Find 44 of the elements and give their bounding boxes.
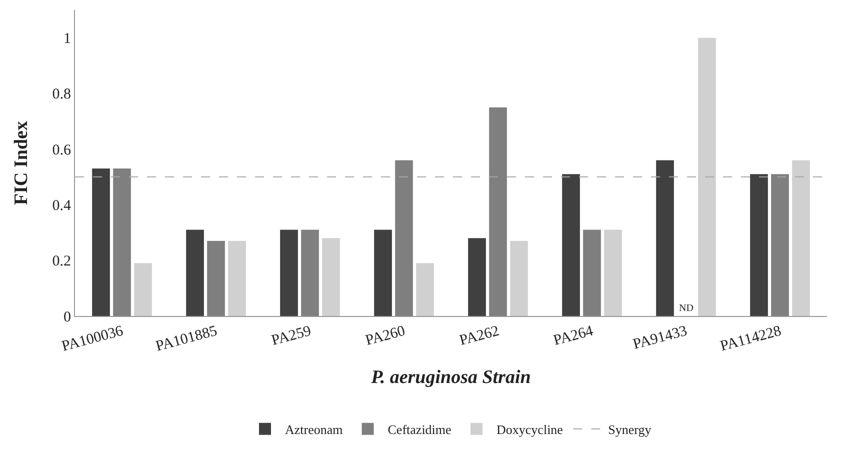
bar <box>489 107 507 316</box>
bar <box>792 160 810 316</box>
bar <box>280 230 298 316</box>
legend-label: Ceftazidime <box>388 422 452 437</box>
bar <box>562 174 580 316</box>
y-tick-label: 0.2 <box>52 254 71 270</box>
bar <box>374 230 392 316</box>
bar <box>113 168 131 316</box>
bar <box>322 238 340 316</box>
x-tick-label: PA91433 <box>631 323 689 353</box>
x-axis-title: P. aeruginosa Strain <box>370 367 531 388</box>
bar <box>186 230 204 316</box>
x-tick-label: PA262 <box>458 323 501 350</box>
x-tick-label: PA260 <box>364 323 407 350</box>
bar <box>395 160 413 316</box>
annotation: ND <box>679 303 694 314</box>
bar <box>604 230 622 316</box>
x-tick-label: PA114228 <box>718 323 783 355</box>
y-tick-label: 0.8 <box>52 86 71 103</box>
x-tick-label: PA259 <box>270 323 313 350</box>
bar <box>416 263 434 316</box>
legend-label: Doxycycline <box>496 422 564 437</box>
y-tick-label: 1 <box>64 31 71 48</box>
x-tick-label: PA101885 <box>154 323 219 355</box>
y-tick-label: 0.6 <box>52 142 72 158</box>
bar <box>698 38 716 316</box>
bar <box>656 160 674 316</box>
bar <box>134 263 152 316</box>
bar <box>750 174 768 316</box>
legend-label: Aztreonam <box>285 422 343 437</box>
y-tick-label: 0.4 <box>52 198 72 214</box>
bar <box>207 240 225 316</box>
bar <box>510 240 528 316</box>
y-tick-label: 0 <box>64 309 71 326</box>
bar <box>301 230 319 316</box>
y-axis-title: FIC Index <box>11 120 32 205</box>
legend-label: Synergy <box>608 422 652 437</box>
bar <box>92 168 110 316</box>
bar <box>228 240 246 316</box>
bar <box>583 230 601 316</box>
bar <box>771 174 789 316</box>
x-tick-label: PA264 <box>552 323 596 350</box>
x-tick-label: PA100036 <box>60 323 126 355</box>
bar <box>468 238 486 316</box>
